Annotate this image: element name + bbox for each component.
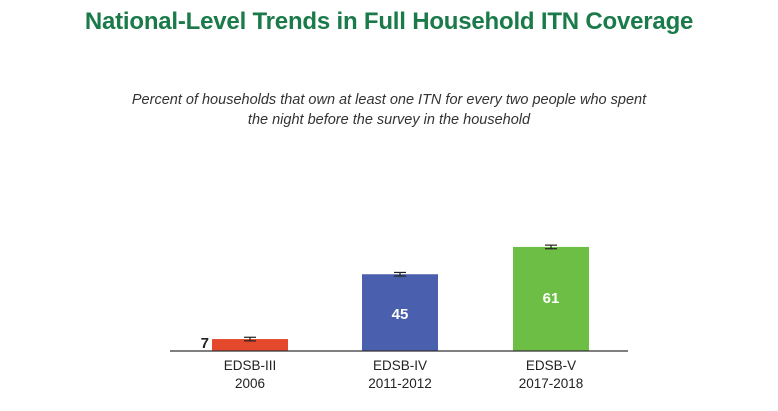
data-label: 7: [201, 335, 209, 352]
x-tick-label-period: 2006: [235, 376, 265, 391]
bar-edsb-iii: [212, 339, 288, 351]
x-tick-label-period: 2011-2012: [368, 376, 432, 391]
x-tick-label: EDSB-III: [224, 358, 277, 373]
data-label: 61: [543, 290, 560, 307]
error-bar: [545, 244, 557, 250]
chart-title: National-Level Trends in Full Household …: [84, 8, 694, 35]
subtitle-line-2: the night before the survey in the house…: [247, 112, 531, 128]
subtitle-line-1: Percent of households that own at least …: [131, 92, 647, 108]
data-label: 45: [392, 306, 409, 323]
x-tick-label: EDSB-V: [526, 358, 576, 373]
x-tick-label-period: 2017-2018: [519, 376, 584, 391]
error-bar: [244, 336, 256, 342]
bars-group: 7 45 61: [201, 244, 589, 352]
chart-subtitle: Percent of households that own at least …: [0, 90, 778, 130]
bar-edsb-v: [513, 246, 589, 351]
category-labels-group: EDSB-III 2006 EDSB-IV 2011-2012 EDSB-V 2017-2…: [224, 358, 584, 391]
error-bar: [394, 271, 406, 277]
bar-edsb-iv: [362, 274, 438, 351]
x-tick-label: EDSB-IV: [373, 358, 427, 373]
